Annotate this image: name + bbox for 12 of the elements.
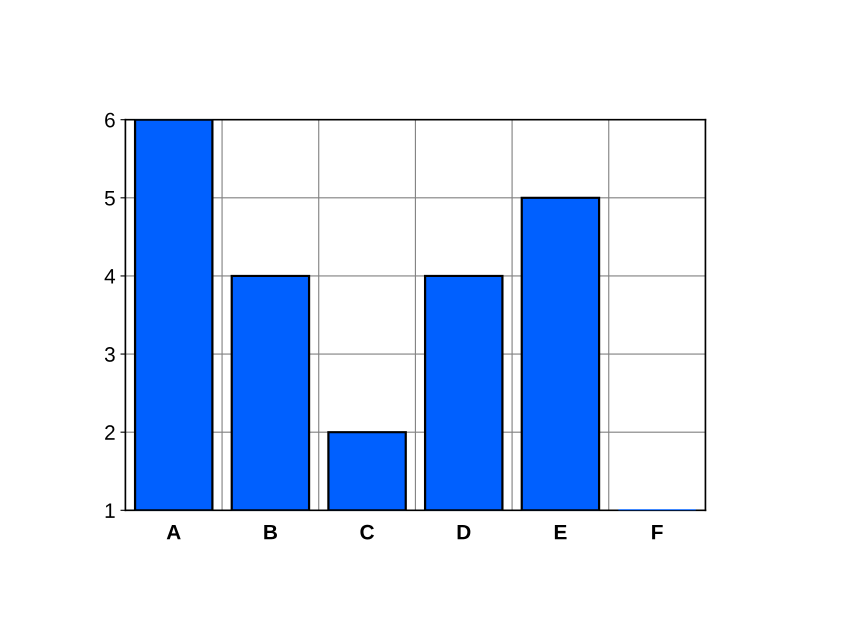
y-tick-label: 5 <box>104 191 115 206</box>
x-tick-label: D <box>458 524 470 540</box>
x-tick-label: A <box>166 524 181 540</box>
x-tick-label: E <box>554 524 567 540</box>
y-tick-label: 4 <box>104 269 116 284</box>
x-tick-label: C <box>360 524 374 540</box>
y-tick-label: 6 <box>105 112 115 128</box>
y-tick-label: 1 <box>106 504 115 518</box>
x-tick-label: B <box>264 524 277 540</box>
y-tick-label: 3 <box>104 347 115 362</box>
y-tick-label: 2 <box>105 425 115 440</box>
x-tick-label: F <box>652 524 663 540</box>
